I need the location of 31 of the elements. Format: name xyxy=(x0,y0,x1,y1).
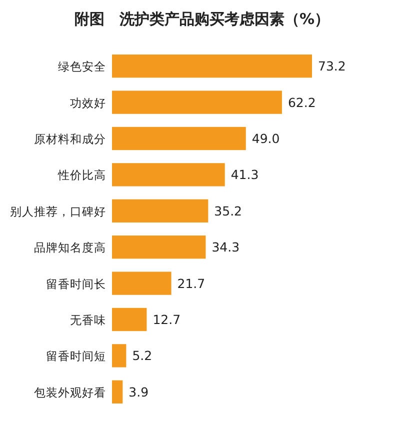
data-label: 73.2 xyxy=(318,58,346,74)
y-tick-label: 留香时间短 xyxy=(46,349,106,364)
y-tick-label: 留香时间长 xyxy=(46,276,106,291)
y-tick-label: 绿色安全 xyxy=(58,60,106,74)
y-tick-label: 性价比高 xyxy=(57,168,106,182)
data-label: 3.9 xyxy=(128,384,149,400)
data-label: 5.2 xyxy=(132,348,152,364)
bar xyxy=(112,344,126,368)
bar xyxy=(112,236,206,259)
data-label: 35.2 xyxy=(214,203,242,218)
data-label: 34.3 xyxy=(212,240,240,255)
bar xyxy=(112,54,312,78)
y-tick-label: 原材料和成分 xyxy=(34,132,106,146)
bar xyxy=(112,126,246,150)
y-tick-label: 包装外观好看 xyxy=(34,385,106,400)
bar xyxy=(112,308,147,332)
bar xyxy=(112,380,123,404)
chart-title: 附图 洗护类产品购买考虑因素（%） xyxy=(74,10,330,28)
data-label: 12.7 xyxy=(152,312,181,327)
bar xyxy=(112,199,208,222)
y-tick-label: 品牌知名度高 xyxy=(34,240,106,255)
data-label: 62.2 xyxy=(288,94,316,110)
y-tick-label: 无香味 xyxy=(70,313,106,327)
data-label: 49.0 xyxy=(252,131,280,146)
bar xyxy=(112,272,172,295)
y-tick-label: 别人推荐，口碑好 xyxy=(10,204,106,218)
data-label: 21.7 xyxy=(177,276,206,291)
y-tick-label: 功效好 xyxy=(70,96,106,110)
bar xyxy=(112,90,282,114)
bar xyxy=(112,163,225,186)
data-label: 41.3 xyxy=(230,167,259,182)
